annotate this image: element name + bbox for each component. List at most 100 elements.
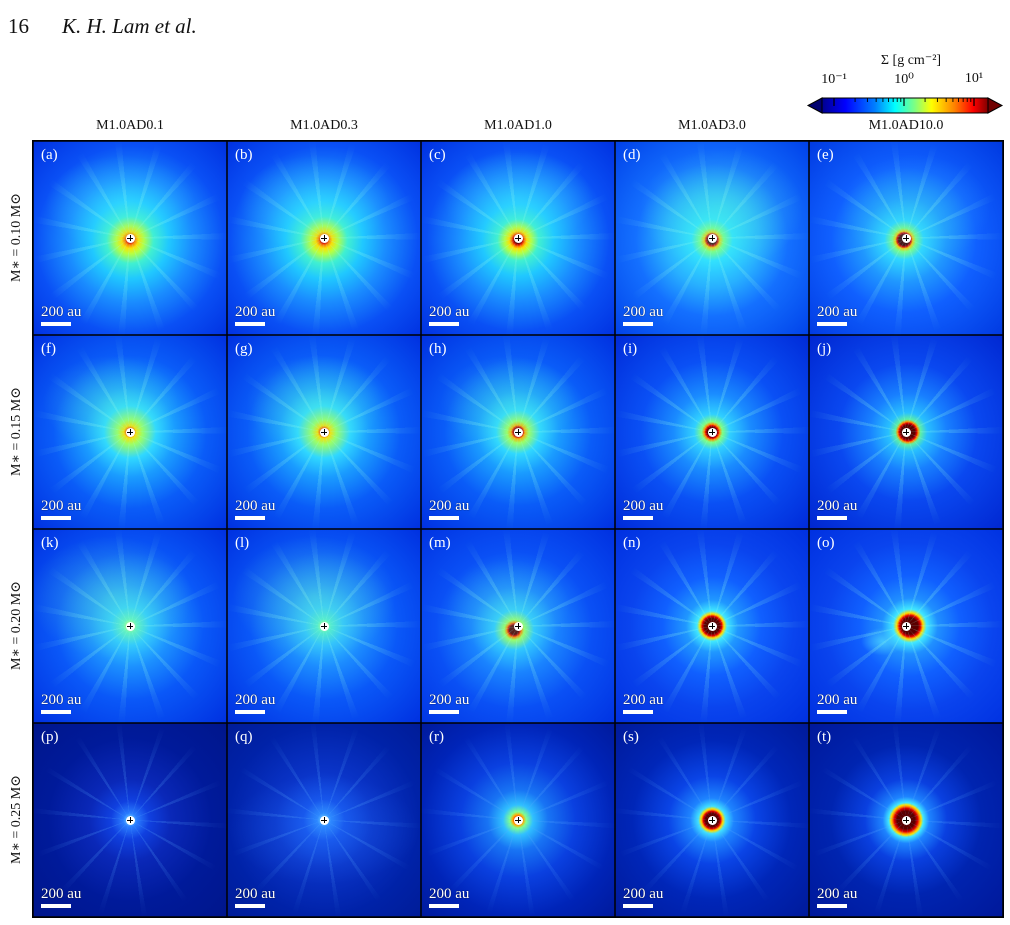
panel-label: (f) [41, 341, 56, 357]
density-panel: (m) 200 au [421, 529, 615, 723]
panel-label: (e) [817, 147, 834, 163]
scale-bar-label: 200 au [817, 886, 858, 902]
scale-bar [41, 904, 71, 908]
scale-bar-label: 200 au [429, 498, 470, 514]
protostar-marker-icon [901, 815, 911, 825]
panel-label: (h) [429, 341, 447, 357]
panel-label: (s) [623, 729, 639, 745]
protostar-marker-icon [513, 427, 523, 437]
density-panel: (f) 200 au [33, 335, 227, 529]
density-panel: (k) 200 au [33, 529, 227, 723]
scale-bar [235, 516, 265, 520]
scale-bar [235, 322, 265, 326]
protostar-marker-icon [125, 427, 135, 437]
colorbar-tick-label: 10⁰ [894, 72, 914, 87]
protostar-marker-icon [125, 815, 135, 825]
colorbar [806, 97, 1004, 114]
scale-bar [817, 904, 847, 908]
protostar-marker-icon [707, 427, 717, 437]
scale-bar-label: 200 au [429, 886, 470, 902]
row-labels: M∗ = 0.10 M⊙ M∗ = 0.15 M⊙ M∗ = 0.20 M⊙ M… [0, 141, 33, 917]
column-title: M1.0AD0.1 [96, 118, 164, 133]
density-panel: (b) 200 au [227, 141, 421, 335]
colorbar-low-extend [806, 97, 823, 114]
panel-label: (q) [235, 729, 253, 745]
protostar-marker-icon [125, 621, 135, 631]
protostar-marker-icon [319, 815, 329, 825]
density-panel: (e) 200 au [809, 141, 1003, 335]
panel-label: (d) [623, 147, 641, 163]
scale-bar [623, 516, 653, 520]
scale-bar-label: 200 au [623, 692, 664, 708]
panel-label: (r) [429, 729, 444, 745]
scale-bar-label: 200 au [41, 304, 82, 320]
scale-bar-label: 200 au [623, 304, 664, 320]
column-title: M1.0AD3.0 [678, 118, 746, 133]
scale-bar-label: 200 au [817, 498, 858, 514]
density-panel: (q) 200 au [227, 723, 421, 917]
scale-bar [429, 904, 459, 908]
density-panel: (g) 200 au [227, 335, 421, 529]
panel-label: (n) [623, 535, 641, 551]
scale-bar-label: 200 au [41, 692, 82, 708]
scale-bar-label: 200 au [623, 886, 664, 902]
protostar-marker-icon [125, 233, 135, 243]
protostar-marker-icon [319, 233, 329, 243]
density-panel: (a) 200 au [33, 141, 227, 335]
protostar-marker-icon [707, 815, 717, 825]
protostar-marker-icon [707, 233, 717, 243]
panel-label: (p) [41, 729, 59, 745]
scale-bar-label: 200 au [235, 498, 276, 514]
protostar-marker-icon [901, 621, 911, 631]
colorbar-tick-label: 10¹ [964, 71, 984, 86]
scale-bar [623, 710, 653, 714]
scale-bar-label: 200 au [429, 692, 470, 708]
density-panel: (c) 200 au [421, 141, 615, 335]
row-label: M∗ = 0.15 M⊙ [8, 387, 24, 477]
row-label: M∗ = 0.20 M⊙ [8, 581, 24, 671]
scale-bar [623, 904, 653, 908]
column-title: M1.0AD0.3 [290, 118, 358, 133]
density-panel: (n) 200 au [615, 529, 809, 723]
density-panel: (d) 200 au [615, 141, 809, 335]
scale-bar [817, 516, 847, 520]
protostar-marker-icon [319, 427, 329, 437]
column-title: M1.0AD1.0 [484, 118, 552, 133]
panel-label: (o) [817, 535, 835, 551]
colorbar-tick-label: 10⁻¹ [821, 72, 847, 87]
protostar-marker-icon [901, 233, 911, 243]
scale-bar [429, 516, 459, 520]
scale-bar-label: 200 au [41, 498, 82, 514]
scale-bar [623, 322, 653, 326]
scale-bar-label: 200 au [429, 304, 470, 320]
running-header: 16 K. H. Lam et al. [8, 14, 197, 39]
panel-label: (t) [817, 729, 832, 745]
scale-bar [41, 322, 71, 326]
panel-label: (k) [41, 535, 59, 551]
density-panel: (r) 200 au [421, 723, 615, 917]
panel-label: (a) [41, 147, 58, 163]
density-panel: (l) 200 au [227, 529, 421, 723]
density-panel: (j) 200 au [809, 335, 1003, 529]
panel-label: (c) [429, 147, 446, 163]
protostar-marker-icon [513, 621, 523, 631]
panel-label: (m) [429, 535, 451, 551]
scale-bar-label: 200 au [41, 886, 82, 902]
panel-label: (g) [235, 341, 253, 357]
scale-bar-label: 200 au [235, 886, 276, 902]
scale-bar [429, 710, 459, 714]
scale-bar [41, 516, 71, 520]
row-label: M∗ = 0.25 M⊙ [8, 775, 24, 865]
scale-bar [235, 904, 265, 908]
scale-bar-label: 200 au [235, 304, 276, 320]
panel-label: (i) [623, 341, 638, 357]
protostar-marker-icon [707, 621, 717, 631]
scale-bar-label: 200 au [817, 692, 858, 708]
scale-bar [817, 710, 847, 714]
panel-label: (j) [817, 341, 832, 357]
density-panel: (i) 200 au [615, 335, 809, 529]
row-label: M∗ = 0.10 M⊙ [8, 193, 24, 283]
density-panel: (o) 200 au [809, 529, 1003, 723]
protostar-marker-icon [513, 815, 523, 825]
